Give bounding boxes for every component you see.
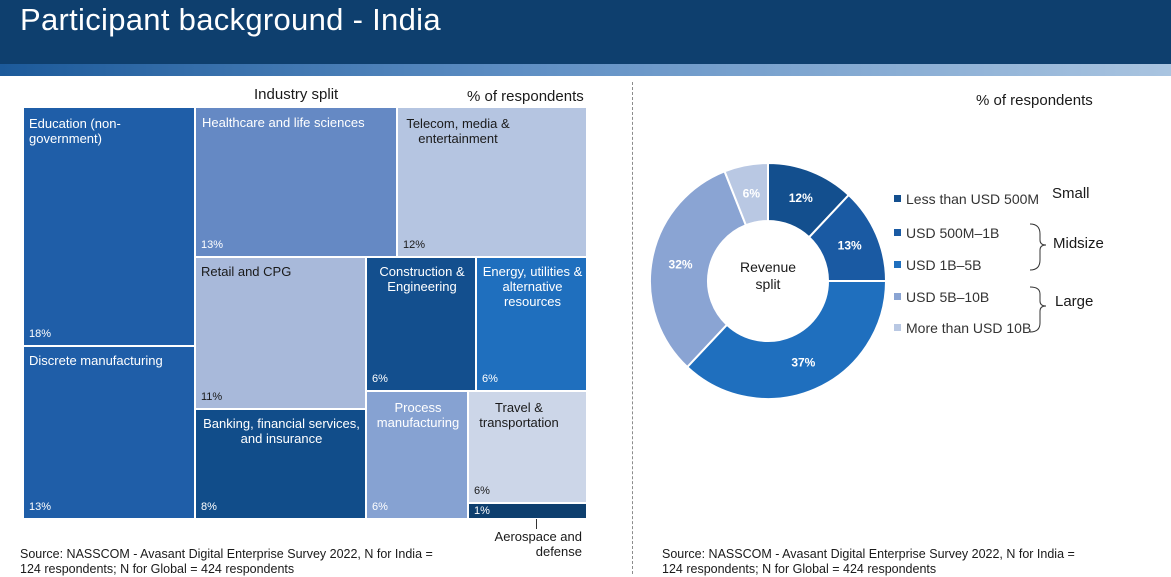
donut-units: % of respondents	[976, 92, 1093, 109]
page-title: Participant background - India	[20, 2, 441, 37]
treemap-cell: Energy, utilities & alternative resource…	[476, 257, 587, 391]
legend-swatch	[894, 293, 901, 300]
legend-label: USD 5B–10B	[906, 289, 990, 305]
treemap-cell: Telecom, media & entertainment 12%	[397, 107, 587, 257]
treemap-cell-name: Energy, utilities & alternative resource…	[482, 264, 583, 309]
treemap-cell: Retail and CPG 11%	[195, 257, 366, 409]
treemap-cell: Process manufacturing 6%	[366, 391, 468, 519]
donut-slice-label: 13%	[838, 239, 862, 253]
legend-swatch	[894, 195, 901, 202]
donut-center-label: Revenue	[740, 259, 796, 275]
treemap-cell: 1%	[468, 503, 587, 519]
legend-swatch	[894, 324, 901, 331]
donut-slice	[649, 169, 748, 369]
left-source: Source: NASSCOM - Avasant Digital Enterp…	[20, 547, 433, 576]
treemap-cell-name: Retail and CPG	[201, 264, 292, 279]
treemap-title: Industry split	[254, 86, 339, 103]
legend-swatch	[894, 261, 901, 268]
treemap-cell: Discrete manufacturing 13%	[23, 346, 195, 519]
treemap-cell-value: 6%	[474, 485, 490, 497]
treemap-cell-value: 6%	[372, 501, 388, 513]
donut-slice-label: 12%	[789, 191, 813, 205]
treemap-cell-value: 6%	[372, 373, 388, 385]
treemap-cell-value: 1%	[474, 505, 490, 517]
panel-divider	[632, 82, 633, 574]
treemap-cell-name: Healthcare and life sciences	[202, 115, 365, 130]
group-midsize: Midsize	[1053, 235, 1104, 252]
legend-label: Less than USD 500M	[906, 191, 1040, 207]
treemap-cell-value: 13%	[29, 501, 52, 513]
treemap-cell-name: Travel & transportation	[479, 400, 559, 430]
treemap-cell-value: 12%	[403, 239, 426, 251]
legend-label: USD 1B–5B	[906, 257, 982, 273]
treemap-cell-value: 11%	[201, 391, 223, 403]
treemap-cell-value: 8%	[201, 501, 217, 513]
header-band	[0, 64, 1171, 76]
treemap-cell-name: Discrete manufacturing	[29, 353, 163, 368]
legend-label: More than USD 10B	[906, 320, 1032, 336]
donut-center-label: split	[756, 276, 781, 292]
treemap-cell-value: 18%	[29, 328, 52, 340]
header-bar: Participant background - India	[0, 0, 1171, 64]
donut-slice-label: 32%	[669, 257, 693, 271]
treemap-cell: Travel & transportation 6%	[468, 391, 587, 503]
legend-swatch	[894, 229, 901, 236]
donut-slice	[685, 280, 888, 400]
group-small: Small	[1052, 185, 1090, 202]
donut-slice	[723, 161, 769, 227]
right-source: Source: NASSCOM - Avasant Digital Enterp…	[662, 547, 1075, 576]
treemap-cell-value: 13%	[201, 239, 224, 251]
donut-slice-label: 37%	[791, 356, 815, 370]
aerospace-annotation: Aerospace and defense	[494, 529, 582, 559]
treemap-cell-name: Telecom, media & entertainment	[406, 116, 510, 146]
industry-treemap: Education (non- government) 18% Discrete m…	[23, 107, 587, 519]
treemap-units: % of respondents	[467, 88, 584, 105]
treemap-cell-name: Education (non- government)	[29, 116, 121, 146]
legend-label: USD 500M–1B	[906, 225, 1000, 241]
aerospace-leader-line	[536, 519, 537, 529]
treemap-cell: Education (non- government) 18%	[23, 107, 195, 346]
treemap-cell-name: Construction & Engineering	[379, 264, 465, 294]
treemap-cell: Banking, financial services, and insuran…	[195, 409, 366, 519]
treemap-cell: Construction & Engineering 6%	[366, 257, 476, 391]
donut-slice-label: 6%	[743, 187, 761, 201]
treemap-cell-value: 6%	[482, 373, 498, 385]
treemap-cell-name: Process manufacturing	[376, 400, 460, 430]
group-large: Large	[1055, 293, 1094, 310]
treemap-cell: Healthcare and life sciences 13%	[195, 107, 397, 257]
treemap-cell-name: Banking, financial services, and insuran…	[203, 416, 360, 446]
